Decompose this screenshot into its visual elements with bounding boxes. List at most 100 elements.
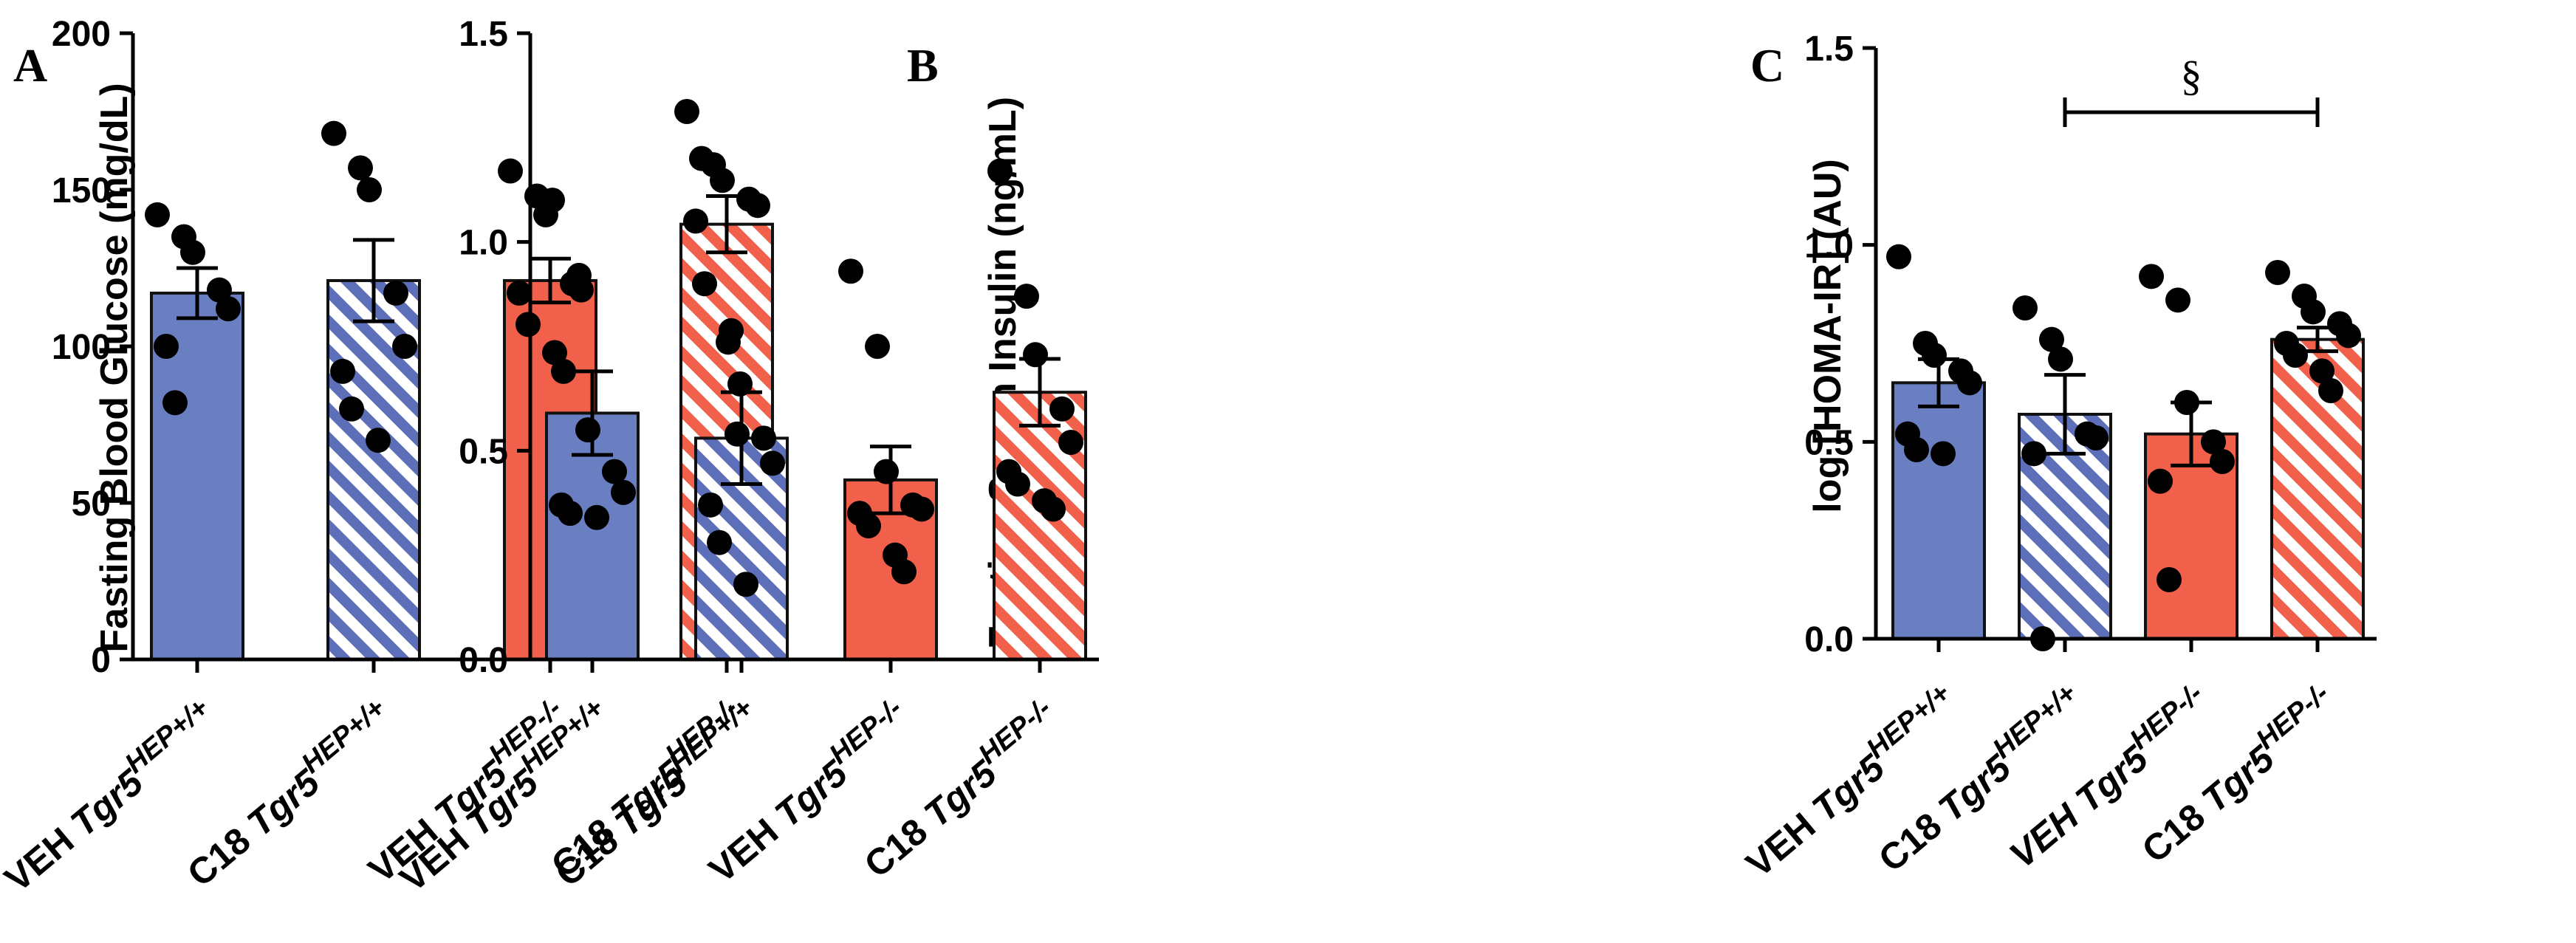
data-point xyxy=(540,188,565,213)
data-point xyxy=(674,99,699,124)
data-point xyxy=(692,271,717,297)
x-tick-superscript: HEP+/+ xyxy=(120,693,215,780)
panel-letter: A xyxy=(13,39,47,92)
data-point xyxy=(2083,425,2109,450)
data-point xyxy=(162,390,188,416)
data-point xyxy=(339,396,364,422)
data-point xyxy=(707,529,732,555)
y-tick-label: 0.0 xyxy=(459,641,508,680)
x-tick-superscript: HEP-/- xyxy=(823,693,908,770)
x-tick-superscript: HEP+/+ xyxy=(1987,678,2083,765)
data-point xyxy=(751,425,776,451)
data-point xyxy=(611,479,636,505)
data-point xyxy=(1005,471,1030,497)
y-tick-label: 1.5 xyxy=(1804,30,1854,69)
data-point xyxy=(733,572,758,597)
data-point xyxy=(216,296,241,322)
data-point xyxy=(507,280,532,306)
data-point xyxy=(2283,343,2308,368)
data-point xyxy=(180,239,205,265)
data-point xyxy=(1058,430,1083,456)
y-tick-label: 50 xyxy=(72,484,111,524)
data-point xyxy=(383,280,408,306)
data-point xyxy=(865,334,890,359)
data-point xyxy=(856,513,881,539)
x-tick-superscript: HEP+/+ xyxy=(1861,678,1956,765)
panel-letter: C xyxy=(1750,39,1784,92)
significance-symbol: § xyxy=(2181,52,2202,100)
x-tick-superscript: HEP-/- xyxy=(2124,678,2208,755)
data-point xyxy=(1023,342,1048,368)
data-point xyxy=(498,158,523,184)
y-tick-label: 1.5 xyxy=(459,15,508,54)
data-point xyxy=(2165,287,2190,313)
data-point xyxy=(2301,299,2326,325)
data-point xyxy=(1931,441,1956,467)
data-point xyxy=(575,417,600,443)
data-point xyxy=(357,177,382,202)
y-tick-label: 0.5 xyxy=(1804,423,1854,462)
y-tick-label: 0.5 xyxy=(459,432,508,471)
y-tick-label: 0.0 xyxy=(1804,620,1854,659)
data-point xyxy=(891,559,917,585)
data-point xyxy=(2139,264,2164,289)
x-tick-superscript: HEP-/- xyxy=(2250,678,2334,755)
data-point xyxy=(2318,378,2343,403)
data-point xyxy=(2021,441,2046,467)
y-tick-label: 100 xyxy=(52,328,111,367)
data-point xyxy=(366,428,391,453)
panel-c: C log [HOMA-IR] (AU) 0.0 0.5 1.0 1.5 § VEH … xyxy=(1733,30,2377,885)
data-point xyxy=(1014,284,1039,309)
data-point xyxy=(207,277,232,303)
data-point xyxy=(1957,370,1982,396)
data-point xyxy=(2157,567,2182,592)
data-point xyxy=(2210,449,2235,474)
data-point xyxy=(558,501,583,527)
y-axis-label: Fasting Blood Glucose (mg/dL) xyxy=(93,83,136,652)
y-tick-label: 200 xyxy=(52,15,111,54)
data-point xyxy=(2265,260,2290,285)
bar xyxy=(1891,381,1986,640)
y-tick-label: 0 xyxy=(91,641,111,680)
data-point xyxy=(683,208,708,234)
data-point xyxy=(716,329,741,355)
x-tick-superscript: HEP-/- xyxy=(973,693,1057,770)
data-point xyxy=(874,459,899,484)
data-point xyxy=(698,492,723,518)
data-point xyxy=(1041,496,1066,522)
data-point xyxy=(392,334,417,359)
data-point xyxy=(584,504,609,530)
data-point xyxy=(710,168,735,193)
data-point xyxy=(321,120,346,146)
data-point xyxy=(1886,244,1911,270)
data-point xyxy=(689,145,714,171)
data-point xyxy=(566,262,592,288)
data-point xyxy=(745,193,770,219)
data-point xyxy=(2039,326,2064,352)
data-point xyxy=(724,421,750,447)
data-point xyxy=(551,358,576,384)
data-point xyxy=(760,450,785,476)
data-point xyxy=(1922,343,1947,368)
data-point xyxy=(330,358,355,384)
data-point xyxy=(987,158,1013,184)
data-point xyxy=(542,340,567,366)
data-point xyxy=(154,334,179,359)
data-point xyxy=(2309,358,2334,384)
data-point xyxy=(348,155,373,181)
y-axis-label: log [HOMA-IR] (AU) xyxy=(1806,159,1849,512)
data-point xyxy=(1049,396,1075,422)
data-point xyxy=(2336,323,2361,349)
y-tick-label: 150 xyxy=(52,171,111,210)
y-tick-label: 1.0 xyxy=(459,224,508,263)
data-point xyxy=(2174,390,2199,415)
data-point xyxy=(515,312,541,337)
data-point xyxy=(2048,346,2073,372)
bar xyxy=(2270,337,2365,640)
data-point xyxy=(838,258,863,284)
data-point xyxy=(145,202,170,227)
x-tick-label: VEH Tgr5HEP+/+ xyxy=(1733,678,1967,885)
data-point xyxy=(602,459,627,484)
x-tick-label: VEH Tgr5HEP-/- xyxy=(356,693,579,891)
